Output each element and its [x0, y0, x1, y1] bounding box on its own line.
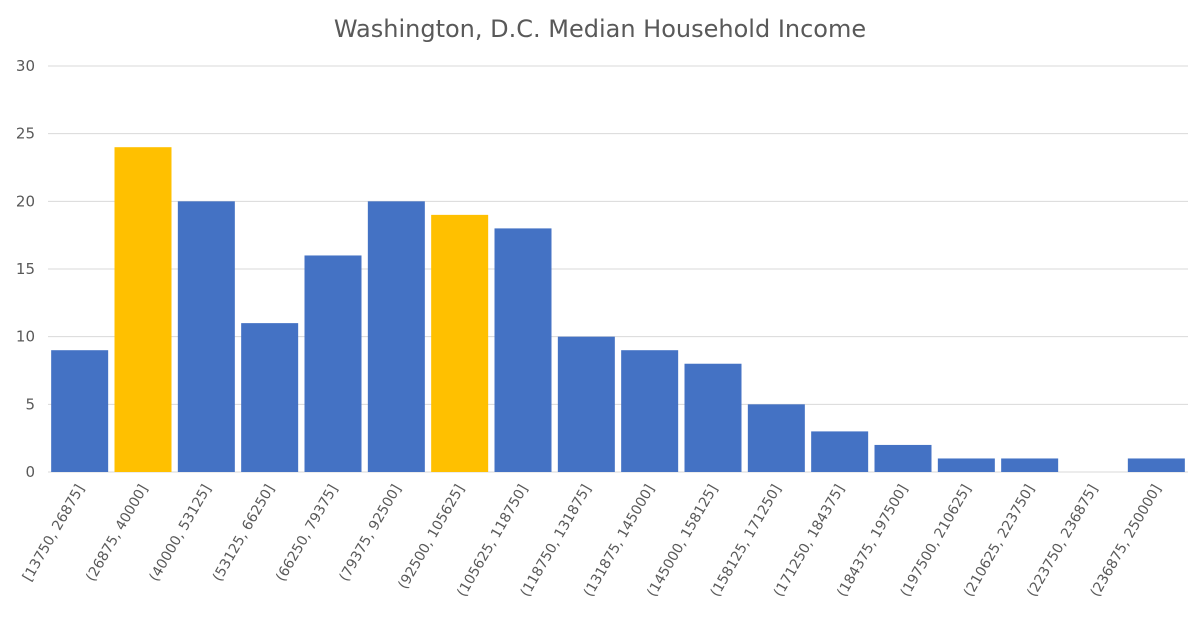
x-category-label: (118750, 131875]	[518, 482, 595, 600]
y-tick-label: 30	[16, 57, 35, 75]
y-tick-label: 20	[16, 192, 35, 210]
x-category-label: (197500, 210625]	[898, 482, 975, 600]
gridlines	[48, 65, 1188, 473]
x-category-label: (40000, 53125]	[146, 482, 214, 584]
y-tick-label: 25	[16, 125, 35, 143]
x-category-label: (184375, 197500]	[834, 482, 911, 600]
bar	[494, 228, 552, 472]
x-category-label: (223750, 236875]	[1024, 482, 1101, 600]
bar	[684, 363, 742, 472]
x-category-label: (66250, 79375]	[273, 482, 341, 584]
bars	[51, 147, 1185, 473]
bar	[937, 458, 995, 472]
y-tick-label: 5	[25, 395, 35, 413]
y-tick-label: 0	[25, 463, 35, 481]
x-category-label: (131875, 145000]	[581, 482, 658, 600]
bar	[621, 350, 679, 472]
bar	[241, 323, 299, 472]
x-category-label: [13750, 26875]	[20, 482, 88, 584]
bar	[367, 201, 425, 473]
bar	[177, 201, 235, 473]
x-category-label: (53125, 66250]	[210, 482, 278, 584]
x-category-label: (79375, 92500]	[336, 482, 404, 584]
x-category-label: (26875, 40000]	[83, 482, 151, 584]
y-tick-label: 10	[16, 328, 35, 346]
x-category-label: (210625, 223750]	[961, 482, 1038, 600]
x-category-label: (105625, 118750]	[454, 482, 531, 600]
x-category-label: (145000, 158125]	[644, 482, 721, 600]
chart-title: Washington, D.C. Median Household Income	[334, 15, 866, 43]
x-category-label: (92500, 105625]	[395, 482, 468, 592]
y-axis-ticks: 0 5 10 15 20 25 30	[16, 57, 35, 481]
bar	[557, 336, 615, 472]
x-category-label: (236875, 250000]	[1088, 482, 1165, 600]
bar	[874, 444, 932, 472]
bar	[1127, 458, 1185, 472]
x-category-label: (171250, 184375]	[771, 482, 848, 600]
x-category-label: (158125, 171250]	[708, 482, 785, 600]
y-tick-label: 15	[16, 260, 35, 278]
bar-highlighted	[431, 214, 489, 472]
bar	[747, 404, 805, 472]
x-axis-category-labels: [13750, 26875](26875, 40000](40000, 5312…	[20, 482, 1165, 600]
bar	[1001, 458, 1059, 472]
bar	[811, 431, 869, 472]
bar-highlighted	[114, 147, 172, 472]
bar	[304, 255, 362, 472]
bar	[51, 350, 109, 472]
